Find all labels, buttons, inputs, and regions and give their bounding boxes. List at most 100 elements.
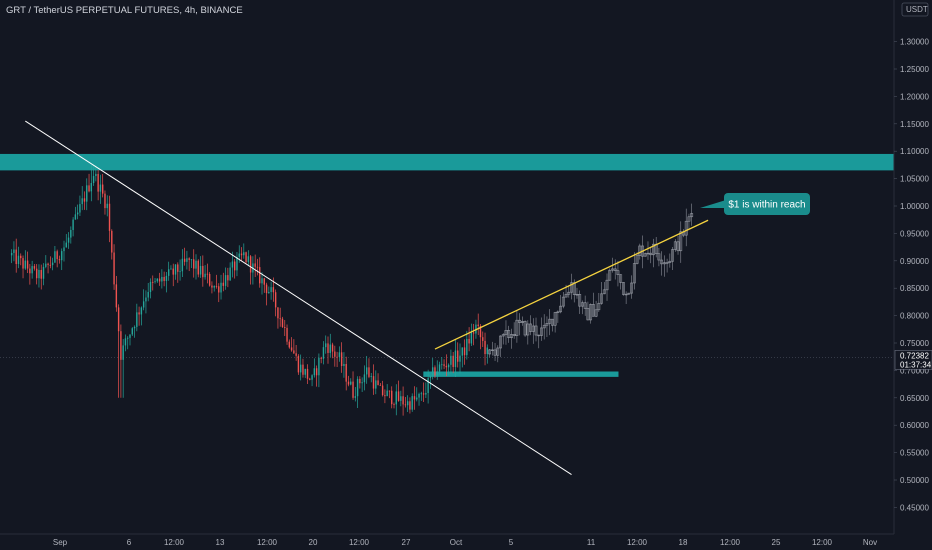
projection-body <box>673 241 677 250</box>
candle-body <box>13 249 15 253</box>
candle-body <box>65 242 67 248</box>
candle-body <box>86 185 88 202</box>
candle-body <box>42 266 45 279</box>
candle-body <box>101 184 104 194</box>
candle-body <box>111 230 113 253</box>
projection-body <box>529 323 532 332</box>
price-tick-label: 1.25000 <box>900 65 929 74</box>
candle-body <box>356 378 359 397</box>
projection-body <box>490 349 494 351</box>
candle-body <box>138 312 140 315</box>
candle-body <box>10 252 13 256</box>
projection-body <box>520 321 524 323</box>
price-tick-label: 0.45000 <box>900 503 929 512</box>
projection-body <box>660 259 664 265</box>
candle-body <box>17 255 20 264</box>
currency-label: USDT <box>906 5 928 14</box>
candle-body <box>295 353 297 356</box>
candle-body <box>95 173 97 177</box>
candle-body <box>302 364 304 375</box>
candle-body <box>281 318 284 327</box>
candle-body <box>99 184 102 192</box>
candle-body <box>56 251 58 260</box>
trendline-layer <box>25 120 709 475</box>
projection-body <box>553 312 557 326</box>
projection-body <box>608 269 612 281</box>
candle-body <box>190 259 193 261</box>
price-tick-label: 1.30000 <box>900 38 929 47</box>
candle-body <box>347 381 350 385</box>
projection-layer <box>488 203 694 363</box>
candle-body <box>482 337 484 341</box>
projection-body <box>578 294 582 307</box>
candle-body <box>195 260 197 269</box>
candle-body <box>231 261 234 268</box>
candle-body <box>336 356 338 358</box>
candle-body <box>188 258 190 260</box>
projection-body <box>652 243 655 256</box>
candle-body <box>163 276 165 281</box>
candle-body <box>468 338 470 344</box>
projection-body <box>687 216 691 222</box>
candle-body <box>479 325 482 338</box>
candle-body <box>156 278 159 282</box>
candle-body <box>229 267 231 281</box>
candle-body <box>315 368 318 376</box>
projection-body <box>523 321 527 336</box>
candle-body <box>172 268 174 275</box>
callout-text: $1 is within reach <box>728 200 805 211</box>
candle-body <box>197 260 199 275</box>
candle-body <box>72 219 74 230</box>
candle-body <box>472 332 475 334</box>
candle-body <box>459 355 461 362</box>
candle-body <box>193 259 195 269</box>
time-tick-label: 25 <box>772 538 781 547</box>
candle-body <box>117 307 120 332</box>
candle-body <box>211 285 213 288</box>
projection-body <box>635 255 639 264</box>
projection-body <box>542 324 546 329</box>
candle-body <box>177 264 179 272</box>
projection-body <box>537 334 541 337</box>
projection-body <box>613 268 617 271</box>
candle-body <box>186 258 188 262</box>
projection-body <box>600 293 603 304</box>
candle-body <box>236 256 238 271</box>
overlay-layer: $1 is within reach <box>700 193 810 215</box>
candle-body <box>215 285 218 287</box>
candle-body <box>277 307 279 319</box>
time-tick-label: 12:00 <box>164 538 185 547</box>
projection-body <box>564 293 568 298</box>
candle-body <box>115 284 118 308</box>
candle-body <box>140 307 143 315</box>
price-tick-label: 0.85000 <box>900 284 929 293</box>
candle-body <box>445 365 448 368</box>
candle-body <box>106 203 108 209</box>
candle-body <box>457 350 459 362</box>
projection-body <box>657 253 661 261</box>
candle-body <box>202 265 204 278</box>
candle-body <box>299 364 302 373</box>
candle-body <box>208 274 211 286</box>
time-tick-label: 12:00 <box>720 538 741 547</box>
projection-body <box>594 309 598 317</box>
projection-body <box>518 319 522 323</box>
candle-body <box>124 338 127 346</box>
projection-body <box>507 330 511 339</box>
price-tick-label: 0.55000 <box>900 449 929 458</box>
chart-title: GRT / TetherUS PERPETUAL FUTURES, 4h, BI… <box>6 5 243 16</box>
time-tick-label: 18 <box>679 538 688 547</box>
projection-body <box>665 262 669 264</box>
candle-body <box>418 393 420 398</box>
candle-body <box>406 401 409 406</box>
candle-body <box>400 396 402 401</box>
projection-body <box>602 289 606 295</box>
projection-body <box>638 245 642 256</box>
projection-body <box>581 302 584 307</box>
time-tick-label: 12:00 <box>627 538 648 547</box>
price-tick-label: 0.65000 <box>900 394 929 403</box>
candle-body <box>434 367 436 376</box>
candle-body <box>49 264 52 266</box>
price-badge-countdown: 01:37:34 <box>900 360 932 369</box>
